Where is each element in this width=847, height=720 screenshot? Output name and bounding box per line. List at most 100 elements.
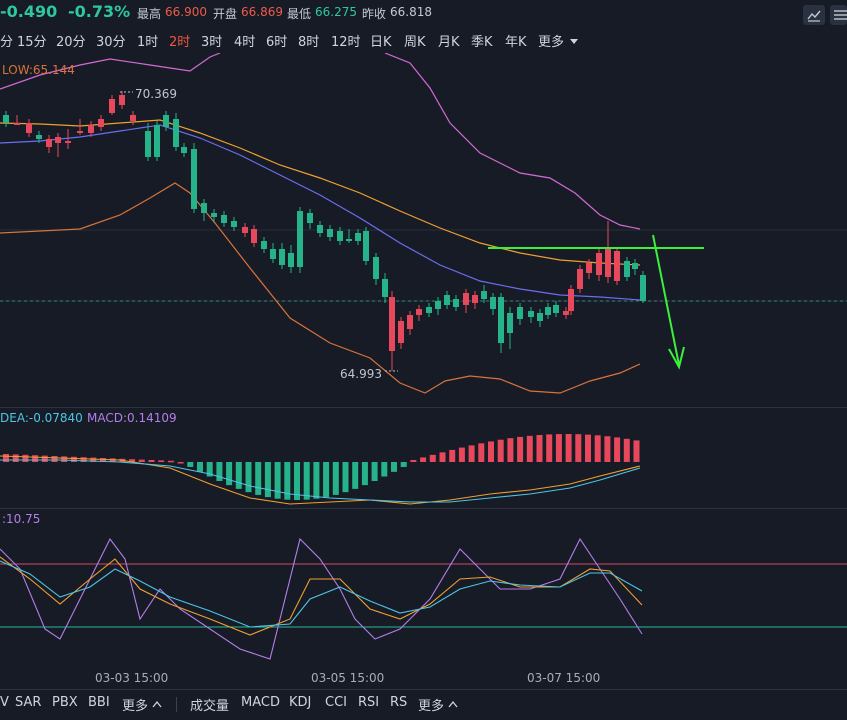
macd-bar: [274, 462, 281, 499]
candle-body: [98, 119, 104, 127]
macd-bar: [342, 462, 349, 493]
main-legend: LOW:65.144: [2, 63, 75, 77]
candle-body: [416, 309, 422, 315]
interval-3h[interactable]: 3时: [201, 35, 223, 50]
macd-bar: [536, 434, 543, 462]
candle-body: [211, 213, 217, 217]
indicator-macd[interactable]: MACD: [241, 695, 280, 710]
macd-bar: [187, 462, 194, 467]
indicator-sar[interactable]: SAR: [15, 695, 42, 710]
candle-body: [398, 321, 404, 343]
macd-bar: [41, 455, 48, 462]
macd-bar: [303, 462, 310, 500]
indicator-volume[interactable]: 成交量: [190, 699, 230, 714]
interval-1m[interactable]: 分: [0, 35, 14, 50]
indicator-rs[interactable]: RS: [390, 695, 408, 710]
macd-bar: [623, 438, 630, 462]
interval-4h[interactable]: 4时: [234, 35, 256, 50]
candle-body: [145, 131, 151, 157]
macd-bar: [526, 435, 533, 462]
interval-more[interactable]: 更多: [538, 35, 565, 50]
candle-body: [382, 279, 388, 297]
candle-body: [288, 253, 294, 267]
candle-body: [632, 263, 638, 269]
candle-body: [317, 225, 323, 233]
high-price-label: 70.369: [135, 87, 177, 101]
candle-body: [444, 295, 450, 305]
macd-bar: [381, 462, 388, 477]
interval-quarter[interactable]: 季K: [471, 35, 493, 50]
macd-bar: [371, 462, 378, 481]
trend-arrow-head: [668, 346, 685, 370]
high-value: 66.900: [165, 5, 207, 19]
candle-body: [498, 297, 504, 343]
candle-body: [251, 229, 257, 243]
indicator-more-left[interactable]: 更多: [122, 699, 149, 714]
interval-8h[interactable]: 8时: [298, 35, 320, 50]
candle-body: [154, 125, 160, 157]
macd-chart[interactable]: [0, 408, 847, 508]
settings-icon[interactable]: [830, 5, 847, 25]
interval-day[interactable]: 日K: [370, 35, 392, 50]
macd-bar: [313, 462, 320, 499]
candle-body: [261, 241, 267, 249]
macd-bar: [604, 436, 611, 462]
candle-body: [407, 315, 413, 329]
macd-bar: [255, 462, 262, 495]
candle-body: [481, 291, 487, 299]
interval-15m[interactable]: 15分: [17, 35, 47, 50]
candle-body: [119, 95, 125, 105]
candle-body: [77, 131, 83, 133]
price-chart[interactable]: [0, 53, 847, 407]
interval-6h[interactable]: 6时: [266, 35, 288, 50]
macd-bar: [400, 462, 407, 467]
candle-body: [65, 141, 71, 143]
macd-bar: [148, 460, 155, 462]
interval-12h[interactable]: 12时: [331, 35, 361, 50]
macd-bar: [565, 434, 572, 462]
interval-20m[interactable]: 20分: [56, 35, 86, 50]
indicator-v[interactable]: V: [0, 695, 9, 710]
indicator-bbi[interactable]: BBI: [88, 695, 110, 710]
candle-body: [3, 115, 9, 123]
interval-bar: 分 15分 20分 30分 1时 2时 3时 4时 6时 8时 12时 日K 周…: [0, 29, 847, 51]
interval-2h[interactable]: 2时: [169, 35, 191, 50]
macd-bar: [497, 439, 504, 462]
macd-bar: [323, 462, 330, 498]
indicator-more-right[interactable]: 更多: [418, 699, 445, 714]
interval-month[interactable]: 月K: [438, 35, 460, 50]
macd-bar: [138, 459, 145, 462]
macd-bar: [12, 454, 19, 462]
macd-bar: [439, 452, 446, 462]
indicator-pbx[interactable]: PBX: [52, 695, 78, 710]
indicator-rsi[interactable]: RSI: [358, 695, 380, 710]
candle-body: [163, 115, 169, 127]
macd-bar: [197, 462, 203, 472]
macd-bar: [70, 456, 77, 462]
interval-year[interactable]: 年K: [505, 35, 527, 50]
prev-close-value: 66.818: [390, 5, 432, 19]
macd-bar: [555, 434, 562, 462]
macd-bar: [449, 449, 456, 462]
candle-body: [242, 227, 248, 233]
indicator-kdj[interactable]: KDJ: [289, 695, 312, 710]
macd-bar: [488, 441, 494, 462]
candle-body: [363, 231, 369, 261]
candle-body: [537, 313, 543, 321]
open-value: 66.869: [241, 5, 283, 19]
interval-1h[interactable]: 1时: [137, 35, 159, 50]
quote-header: -0.490 -0.73% 最高 66.900 开盘 66.869 最低 66.…: [0, 0, 847, 28]
low-label: 最低: [287, 7, 312, 21]
macd-bar: [458, 447, 465, 462]
macd-bar: [361, 462, 368, 486]
interval-week[interactable]: 周K: [404, 35, 426, 50]
prev-close-label: 昨收: [362, 7, 387, 21]
draw-tool-icon[interactable]: [803, 5, 825, 25]
candle-body: [517, 307, 523, 319]
kdj-chart[interactable]: [0, 509, 847, 669]
candle-body: [270, 249, 276, 259]
indicator-cci[interactable]: CCI: [325, 695, 347, 710]
macd-bar: [575, 434, 582, 462]
candle-body: [640, 275, 646, 301]
interval-30m[interactable]: 30分: [96, 35, 126, 50]
